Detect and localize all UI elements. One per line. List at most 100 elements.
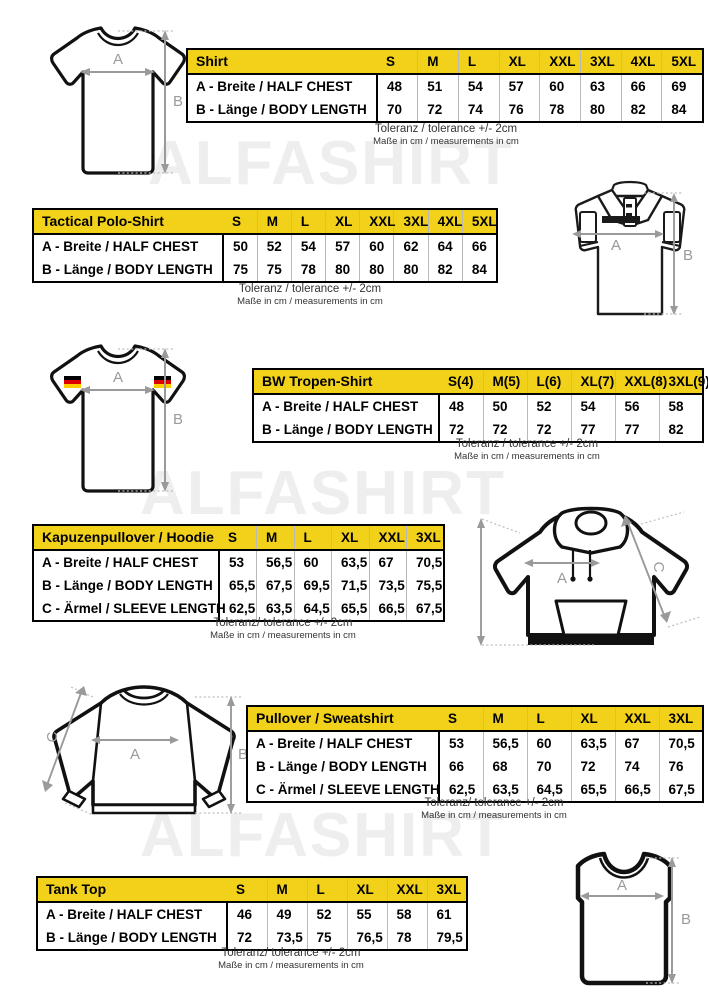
measurement-value: 67: [368, 550, 407, 574]
size-header: L(6): [526, 369, 571, 394]
measurement-label: A - Breite / HALF CHEST: [33, 550, 220, 574]
size-header: 5XL: [461, 209, 497, 234]
measurement-value: 80: [359, 258, 394, 282]
measurement-label: C - Ärmel / SLEEVE LENGTH: [33, 597, 226, 621]
size-header: M: [482, 706, 527, 731]
measurement-value: 76,5: [346, 926, 387, 950]
size-header: XL: [498, 49, 540, 74]
size-header: M: [417, 49, 459, 74]
size-header: 3XL(9): [658, 369, 708, 394]
measurement-value: 62: [393, 234, 429, 258]
measurement-value: 70,5: [406, 550, 444, 574]
illustration-polo: A B: [540, 168, 708, 318]
illustration-tropen: A B: [22, 338, 202, 498]
measurement-value: 55: [346, 902, 387, 926]
table-row: C - Ärmel / SLEEVE LENGTH 62,5 63,5 64,5…: [247, 778, 703, 802]
measurement-value: 67,5: [256, 574, 294, 597]
german-flag-icon-left: [64, 376, 81, 388]
table-title: Pullover / Sweatshirt: [247, 706, 439, 731]
table-block-tank-top: Tank Top S M L XL XXL 3XL A - Breite / H…: [36, 876, 468, 951]
dimension-label-b: B: [238, 746, 248, 763]
measurement-value: 56,5: [482, 731, 527, 755]
illustration-tshirt: A B: [22, 20, 197, 190]
measurement-value: 54: [290, 234, 326, 258]
measurement-value: 80: [325, 258, 360, 282]
size-header: 5XL: [661, 49, 703, 74]
size-header: XXL: [368, 525, 407, 550]
size-header: XL(7): [570, 369, 615, 394]
table-header-row: BW Tropen-Shirt S(4) M(5) L(6) XL(7) XXL…: [253, 369, 708, 394]
measurement-value: 46: [237, 907, 253, 922]
measurement-value: 64: [427, 234, 463, 258]
dimension-label-a: A: [113, 51, 123, 68]
table-title: Kapuzenpullover / Hoodie: [33, 525, 219, 550]
size-table-kapuzenpullover-hoodie: Kapuzenpullover / Hoodie S M L XL XXL 3X…: [32, 524, 445, 622]
measurement-value: 72: [570, 755, 615, 778]
measurement-value: 77: [614, 418, 659, 442]
measurement-value: 67: [614, 731, 659, 755]
size-header: XXL(8): [614, 369, 667, 394]
dimension-label-c: C: [44, 731, 61, 742]
measurement-value: 78: [290, 258, 326, 282]
table-header-row: Tactical Polo-Shirt S M L XL XXL 3XL 4XL…: [33, 209, 497, 234]
size-header: XL: [570, 706, 615, 731]
measurement-value: 75: [233, 262, 249, 277]
measurement-value: 50: [482, 394, 527, 418]
measurement-value: 52: [256, 234, 292, 258]
tolerance-note: Toleranz/ tolerance +/- 2cm Maße in cm /…: [83, 616, 483, 642]
size-header: M: [256, 209, 292, 234]
table-row: C - Ärmel / SLEEVE LENGTH 62,5 63,5 64,5…: [33, 597, 444, 621]
size-table-shirt: Shirt S M L XL XXL 3XL 4XL 5XL A - Breit…: [186, 48, 704, 123]
measurement-value: 70: [387, 102, 403, 117]
table-row: B - Länge / BODY LENGTH 70 72 74 76 78 8…: [187, 98, 703, 122]
measurement-value: 65,5: [229, 578, 256, 593]
measurement-value: 76: [498, 98, 540, 122]
measurement-value: 76: [658, 755, 703, 778]
measurement-label: A - Breite / HALF CHEST: [253, 394, 440, 418]
measurement-value: 70,5: [658, 731, 703, 755]
tolerance-line-1: Toleranz / tolerance +/- 2cm: [374, 123, 518, 135]
size-header: 3XL: [426, 877, 467, 902]
tolerance-line-2: Maße in cm / measurements in cm: [373, 136, 519, 147]
measurement-value: 73,5: [368, 574, 407, 597]
measurement-label: C - Ärmel / SLEEVE LENGTH: [247, 778, 440, 802]
size-header: 3XL: [406, 525, 444, 550]
measurement-value: 60: [359, 234, 394, 258]
tolerance-line-2: Maße in cm / measurements in cm: [210, 630, 356, 641]
size-header: 3XL: [393, 209, 428, 234]
measurement-value: 56,5: [256, 550, 294, 574]
dimension-label-c: C: [650, 562, 667, 573]
measurement-value: 48: [449, 399, 465, 414]
measurement-value: 61: [426, 902, 467, 926]
table-header-row: Tank Top S M L XL XXL 3XL: [37, 877, 467, 902]
measurement-label: B - Länge / BODY LENGTH: [37, 926, 228, 950]
measurement-value: 56: [614, 394, 659, 418]
table-block-bw-tropen-shirt: BW Tropen-Shirt S(4) M(5) L(6) XL(7) XXL…: [252, 368, 708, 443]
size-header: XXL: [614, 706, 659, 731]
table-block-pullover-sweatshirt: Pullover / Sweatshirt S M L XL XXL 3XL A…: [246, 705, 704, 803]
measurement-label: B - Länge / BODY LENGTH: [187, 98, 378, 122]
brand-watermark: ALFASHIRT: [140, 459, 506, 528]
measurement-value: 84: [661, 98, 703, 122]
illustration-hoodie: A C: [477, 505, 704, 655]
measurement-value: 66,5: [368, 597, 407, 621]
measurement-value: 72: [417, 98, 459, 122]
measurement-value: 69: [661, 74, 703, 98]
measurement-value: 67,5: [406, 597, 444, 621]
measurement-label: A - Breite / HALF CHEST: [37, 902, 228, 926]
measurement-value: 75: [306, 926, 347, 950]
measurement-value: 53: [449, 736, 465, 751]
table-title: Tank Top: [37, 877, 227, 902]
measurement-value: 63,5: [482, 778, 527, 802]
measurement-value: 48: [387, 79, 403, 94]
dimension-label-b: B: [173, 93, 183, 110]
measurement-value: 66: [449, 759, 465, 774]
size-table-pullover-sweatshirt: Pullover / Sweatshirt S M L XL XXL 3XL A…: [246, 705, 704, 803]
measurement-value: 72: [449, 422, 465, 437]
size-header: S: [439, 706, 483, 731]
size-header: S: [219, 525, 257, 550]
measurement-label: B - Länge / BODY LENGTH: [247, 755, 440, 778]
measurement-value: 73,5: [266, 926, 307, 950]
measurement-value: 72: [482, 418, 527, 442]
measurement-value: 60: [526, 731, 571, 755]
